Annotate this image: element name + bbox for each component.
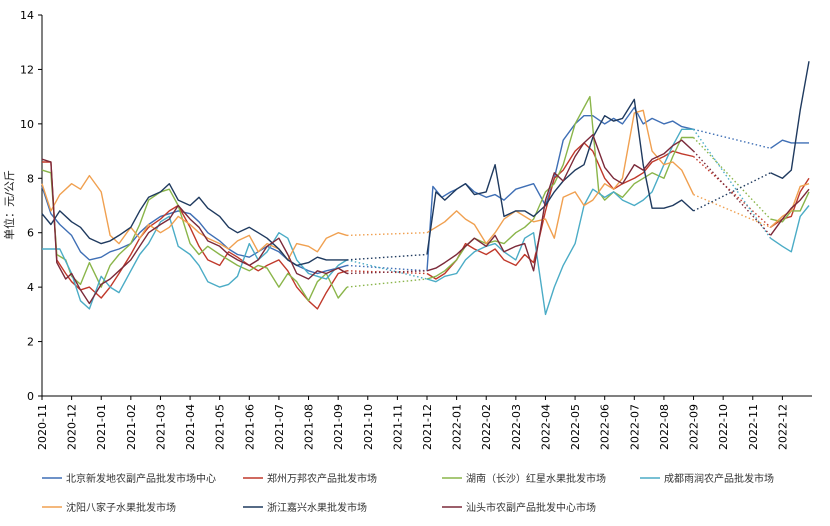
x-tick-label: 2022-06 xyxy=(599,404,612,450)
series-6 xyxy=(41,61,810,267)
x-tick-label: 2022-05 xyxy=(569,404,582,450)
y-tick-label: 0 xyxy=(27,390,34,403)
y-tick-label: 12 xyxy=(20,63,34,76)
series-gap-line xyxy=(693,155,771,228)
x-tick-label: 2021-02 xyxy=(125,404,138,450)
series-line xyxy=(42,161,348,310)
series-line xyxy=(426,98,694,255)
legend-label: 成都雨润农产品批发市场 xyxy=(664,472,774,485)
series-gap-line xyxy=(346,232,428,237)
x-tick-label: 2022-11 xyxy=(747,404,760,450)
y-axis-label: 单位：元/公斤 xyxy=(2,170,16,240)
series-line xyxy=(41,169,348,302)
series-layer xyxy=(41,61,810,316)
x-tick-label: 2022-09 xyxy=(688,404,701,450)
x-tick-label: 2021-10 xyxy=(362,404,375,450)
series-gap-line xyxy=(346,264,428,272)
series-line xyxy=(42,215,348,310)
series-line xyxy=(41,183,347,267)
legend-label: 汕头市农副产品批发中心市场 xyxy=(466,501,596,514)
x-tick-label: 2020-11 xyxy=(36,404,49,450)
series-gap-line xyxy=(692,137,772,220)
x-tick-label: 2021-09 xyxy=(332,404,345,450)
series-4 xyxy=(42,128,810,316)
y-tick-label: 6 xyxy=(27,227,34,240)
series-line xyxy=(426,134,694,272)
y-tick-label: 14 xyxy=(20,9,34,22)
x-tick-label: 2022-07 xyxy=(628,404,641,450)
series-gap-line xyxy=(693,128,771,149)
x-tick-label: 2021-04 xyxy=(184,404,197,450)
series-gap-line xyxy=(346,270,428,275)
series-line xyxy=(770,177,810,228)
series-line xyxy=(426,109,695,245)
series-gap-line xyxy=(346,253,428,261)
legend-item: 湖南（长沙）红星水果批发市场 xyxy=(442,472,606,485)
series-line xyxy=(41,174,348,261)
series-line xyxy=(769,188,810,236)
x-tick-label: 2022-01 xyxy=(451,404,464,450)
y-tick-label: 4 xyxy=(27,281,34,294)
x-tick-label: 2021-07 xyxy=(273,404,286,450)
y-tick-label: 2 xyxy=(27,336,34,349)
series-7 xyxy=(41,134,810,305)
legend-item: 郑州万邦农产品批发市场 xyxy=(243,472,377,485)
x-tick-label: 2021-12 xyxy=(421,404,434,450)
chart-legend: 北京新发地农副产品批发市场中心 郑州万邦农产品批发市场 湖南（长沙）红星水果批发市场… xyxy=(42,472,774,514)
legend-item: 浙江嘉兴水果批发市场 xyxy=(243,501,367,514)
series-line xyxy=(770,205,810,253)
x-tick-label: 2021-01 xyxy=(95,404,108,450)
x-tick-label: 2021-03 xyxy=(154,404,167,450)
x-tick-label: 2021-11 xyxy=(391,404,404,450)
series-gap-line xyxy=(346,278,428,288)
legend-item: 北京新发地农副产品批发市场中心 xyxy=(42,472,216,485)
series-2 xyxy=(42,142,810,310)
legend-item: 成都雨润农产品批发市场 xyxy=(640,472,774,485)
series-5 xyxy=(41,109,810,261)
series-gap-line xyxy=(692,150,772,236)
series-line xyxy=(426,128,694,316)
x-tick-label: 2022-08 xyxy=(658,404,671,450)
x-tick-label: 2020-12 xyxy=(66,404,79,450)
legend-label: 沈阳八家子水果批发市场 xyxy=(66,501,176,514)
y-tick-label: 10 xyxy=(20,118,34,131)
x-tick-label: 2022-03 xyxy=(510,404,523,450)
series-line xyxy=(770,139,809,149)
x-tick-label: 2022-10 xyxy=(717,404,730,450)
legend-label: 郑州万邦农产品批发市场 xyxy=(267,472,377,485)
y-tick-label: 8 xyxy=(27,172,34,185)
chart-axes: 0 2 4 6 8 10 12 14 2020-11 2020-12 2021-01 2021-02 2… xyxy=(20,9,812,450)
series-line xyxy=(41,158,348,305)
series-gap-line xyxy=(346,259,428,280)
x-tick-label: 2021-06 xyxy=(243,404,256,450)
x-tick-label: 2021-08 xyxy=(303,404,316,450)
legend-label: 浙江嘉兴水果批发市场 xyxy=(267,501,367,514)
series-line xyxy=(770,183,810,228)
series-1 xyxy=(41,106,809,275)
legend-label: 湖南（长沙）红星水果批发市场 xyxy=(466,472,606,485)
series-line xyxy=(770,61,810,179)
x-tick-label: 2021-05 xyxy=(214,404,227,450)
legend-item: 沈阳八家子水果批发市场 xyxy=(42,501,176,514)
legend-item: 汕头市农副产品批发中心市场 xyxy=(442,501,596,514)
x-tick-label: 2022-04 xyxy=(539,404,552,450)
series-3 xyxy=(41,95,810,302)
x-tick-label: 2022-02 xyxy=(480,404,493,450)
x-tick-label: 2022-12 xyxy=(776,404,789,450)
legend-label: 北京新发地农副产品批发市场中心 xyxy=(66,472,216,485)
